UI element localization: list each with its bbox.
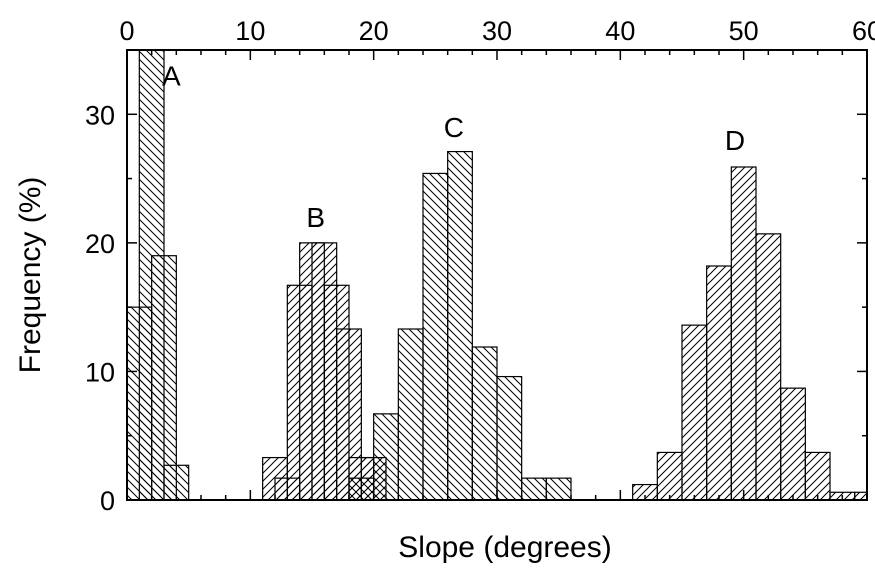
bar-d-45 [681,324,708,501]
x-tick-label: 0 [119,16,134,46]
x-tick-label: 20 [359,16,389,46]
bar-a-2 [151,255,177,501]
group-label-b: B [306,202,325,233]
bar-d-47 [706,265,732,501]
bar-c-28 [471,346,498,501]
bar-c-20 [373,413,399,501]
bar-a-3 [163,464,190,501]
x-tick-label: 60 [852,16,875,46]
plot-frame [126,49,868,501]
x-tick-label: 30 [482,16,512,46]
bar-c-30 [496,375,523,501]
bars-group [126,49,868,501]
bar-c-32 [521,477,547,501]
y-tick-label: 30 [85,100,115,130]
x-tick-label: 50 [729,16,759,46]
x-tick-label: 40 [605,16,635,46]
x-tick-label: 10 [235,16,265,46]
y-axis-label: Frequency (%) [14,177,47,374]
y-tick-label: 10 [85,357,115,387]
bar-c-26 [447,150,473,501]
y-tick-label: 0 [100,486,115,516]
bar-c-22 [397,328,424,501]
bar-c-18 [348,477,375,501]
y-tick-label: 20 [85,229,115,259]
y-tick-labels: 0 10 20 30 [85,100,115,516]
x-axis-label: Slope (degrees) [398,531,611,564]
bar-c-24 [422,172,449,501]
group-label-a: A [162,61,181,92]
bar-d-55 [804,451,831,501]
bar-d-59 [854,491,868,501]
bar-d-51 [755,233,782,501]
group-labels: A B C D [162,61,745,233]
group-label-c: C [444,112,464,143]
bar-c-34 [545,477,572,501]
bar-d-53 [780,387,806,501]
bar-d-43 [656,451,683,501]
bar-d-49 [730,166,757,501]
x-tick-labels: 0 10 20 30 40 50 60 [119,16,875,46]
group-label-d: D [725,125,745,156]
